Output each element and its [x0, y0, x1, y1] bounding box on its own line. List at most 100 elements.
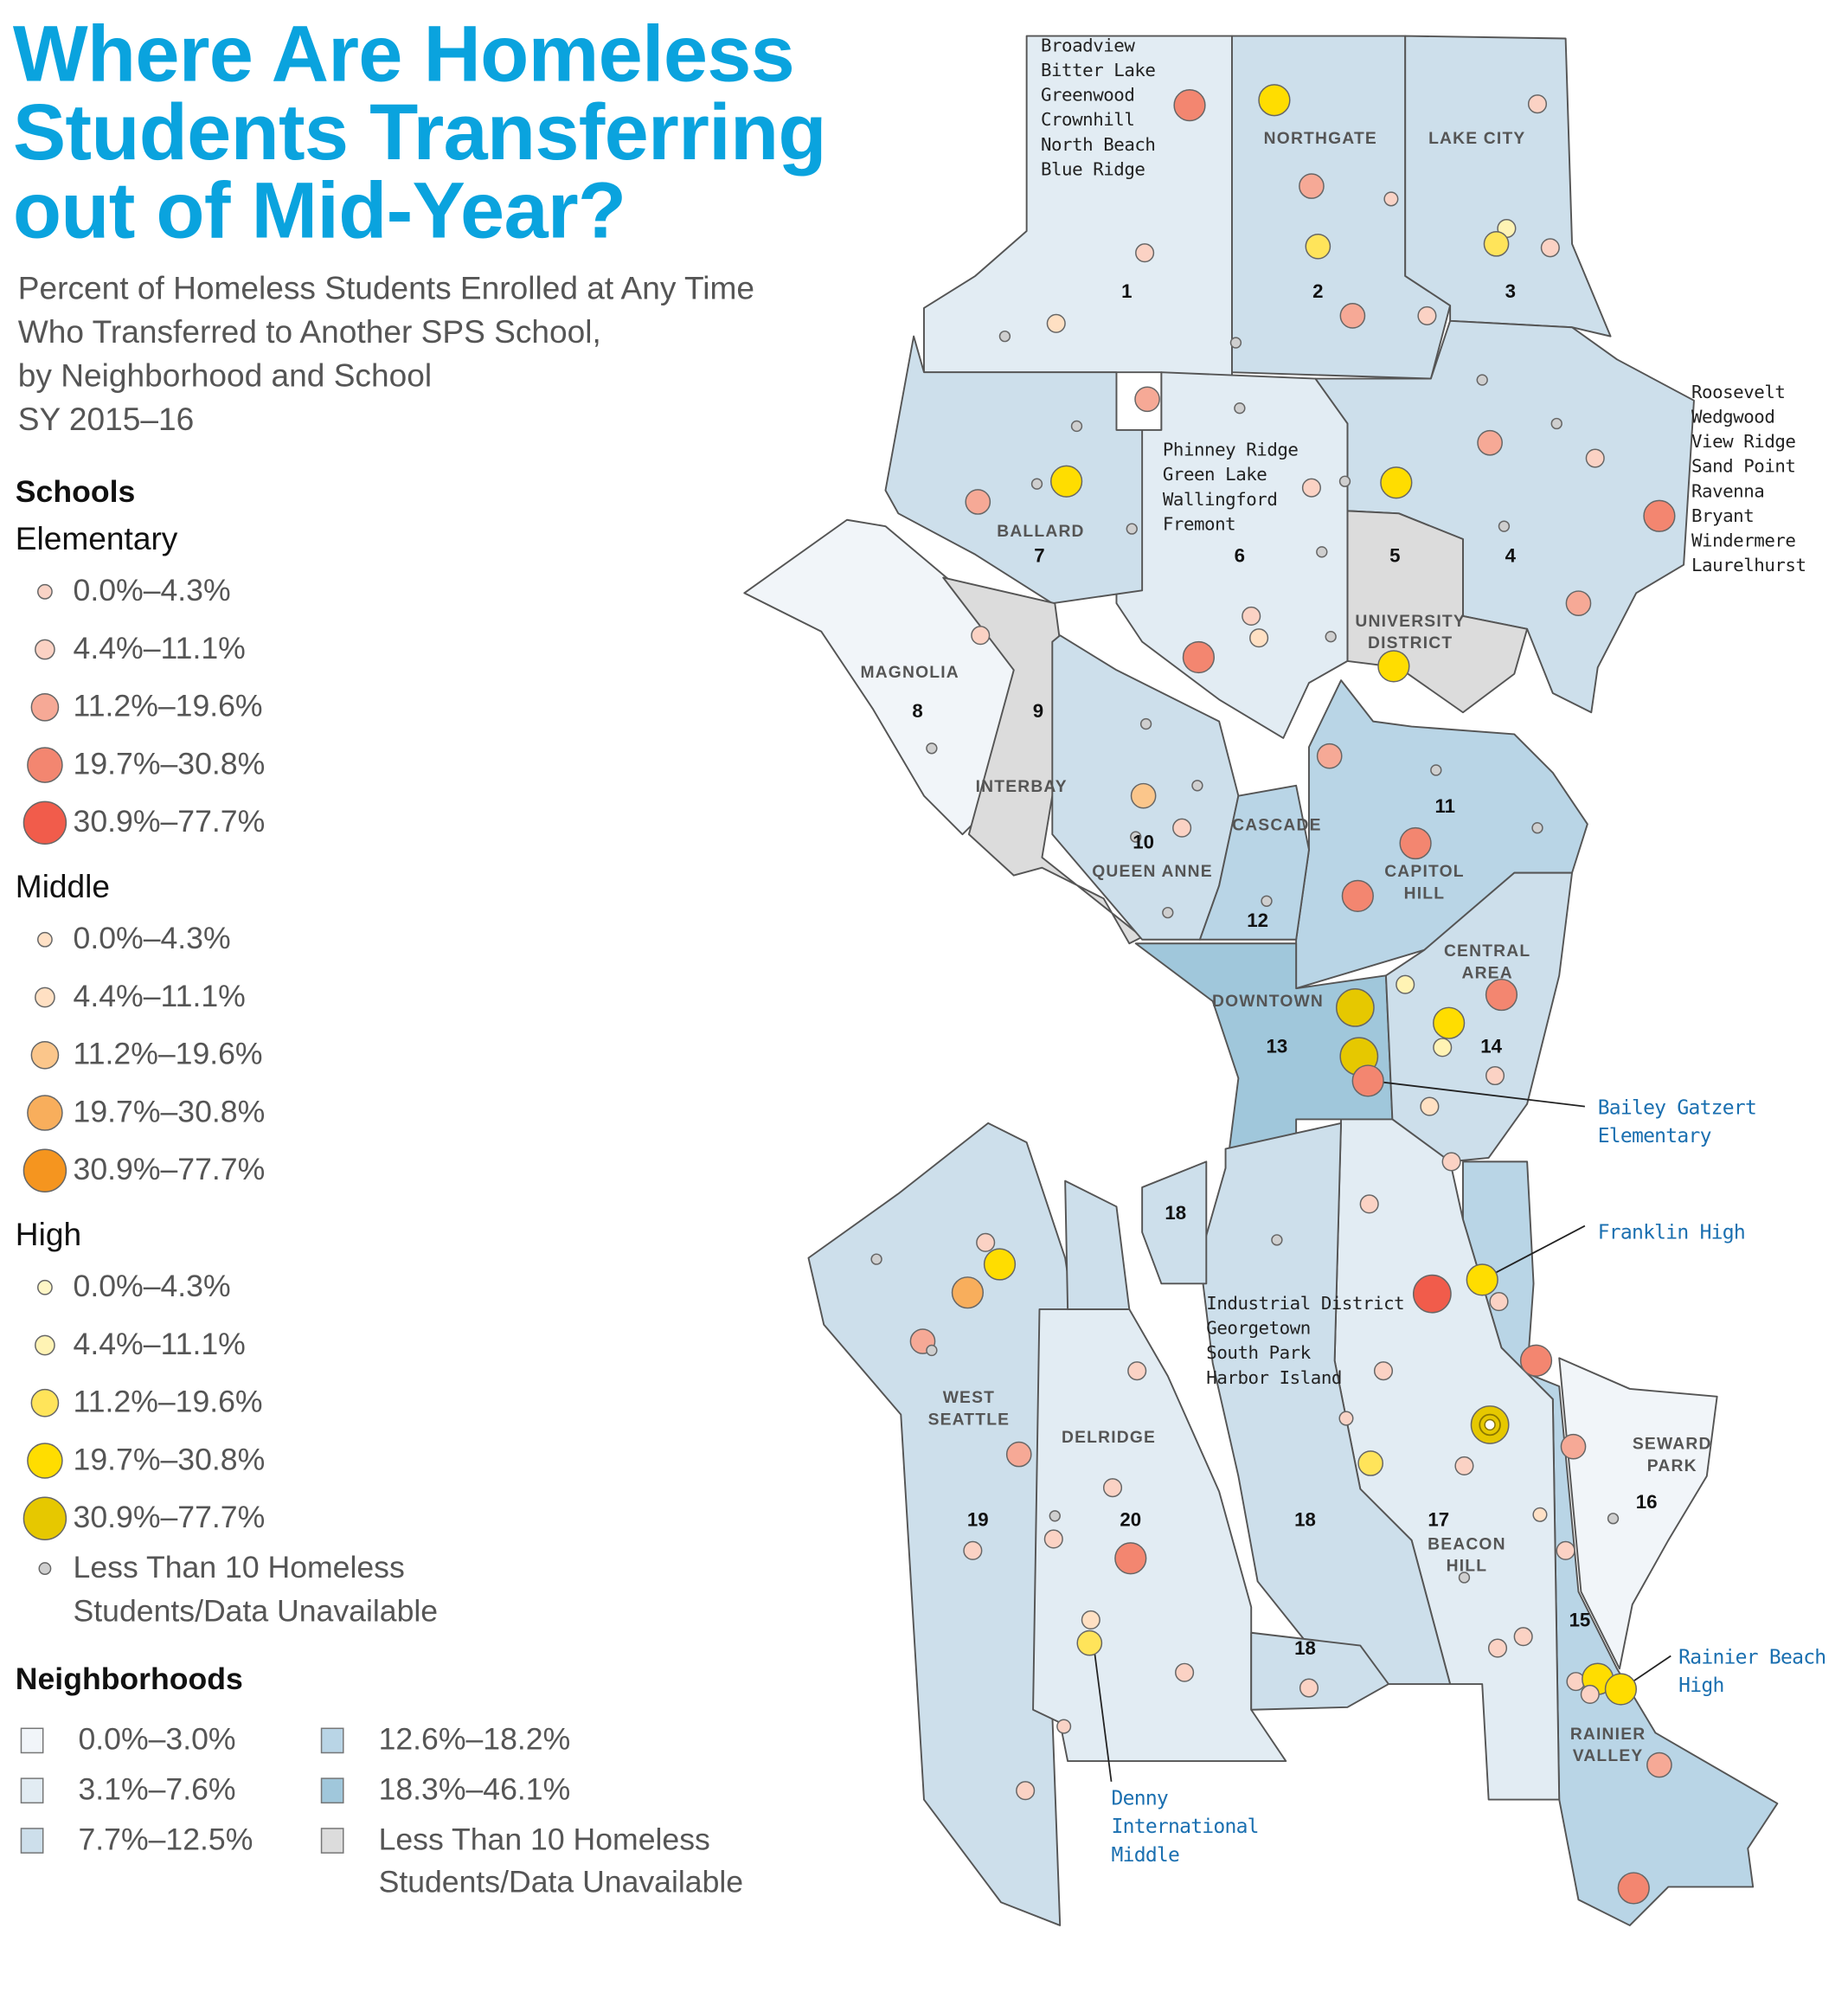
- title-line: Students Transferring: [12, 88, 827, 177]
- neighborhood-number: 14: [1480, 1035, 1502, 1057]
- legend-symbol: [16, 1040, 74, 1069]
- area-list-item: Wallingford: [1163, 489, 1278, 510]
- school-marker-elementary: [1134, 386, 1160, 413]
- school-marker-elementary: [1299, 173, 1325, 199]
- legend-label-line: Less Than 10 Homeless: [378, 1822, 710, 1858]
- neighborhood-name: MAGNOLIA: [860, 664, 959, 682]
- neighborhood-number: 11: [1434, 795, 1455, 817]
- school-marker-no-data: [1430, 764, 1442, 776]
- area-list-item: Sand Point: [1691, 456, 1795, 477]
- neighborhood-18: [1141, 1160, 1208, 1285]
- legend-group-middle: Middle: [15, 869, 111, 905]
- legend-group-high: High: [15, 1217, 82, 1253]
- area-list-item: Crownhill: [1041, 109, 1134, 130]
- neighborhood-number: 5: [1389, 545, 1400, 567]
- neighborhood-number: 15: [1569, 1609, 1591, 1630]
- area-list-item: Wedgwood: [1691, 406, 1774, 427]
- legend-label: 11.2%–19.6%: [73, 1036, 263, 1071]
- circle-icon: [34, 1334, 55, 1355]
- school-marker-high: [1483, 230, 1510, 257]
- school-marker-no-data: [1139, 717, 1152, 730]
- circle-icon: [36, 931, 53, 947]
- school-marker-no-data: [1229, 337, 1242, 349]
- school-marker-high: [1335, 987, 1375, 1027]
- school-marker-elementary: [1341, 879, 1374, 912]
- neighborhood-14: [1384, 871, 1574, 1163]
- legend-row: 11.2%–19.6%: [16, 678, 752, 736]
- school-marker-elementary: [1565, 590, 1592, 616]
- neighborhood-19: [807, 1122, 1075, 1926]
- area-list-item: Roosevelt: [1691, 382, 1785, 402]
- swatch-icon: [20, 1727, 44, 1754]
- school-marker-middle: [1420, 1096, 1440, 1116]
- school-marker-middle: [951, 1276, 985, 1309]
- area-list-item: Windermere: [1691, 530, 1795, 551]
- area-list-item: Green Lake: [1163, 464, 1267, 485]
- neighborhood-name: DISTRICT: [1368, 634, 1453, 652]
- area-list-item: North Beach: [1041, 134, 1156, 155]
- swatch-icon: [320, 1727, 344, 1754]
- legend-label: 0.0%–4.3%: [73, 921, 231, 956]
- legend-label: 19.7%–30.8%: [73, 746, 266, 781]
- circle-icon: [22, 800, 67, 845]
- circle-icon: [34, 986, 55, 1007]
- area-list-item: South Park: [1206, 1342, 1311, 1363]
- neighborhood-number: 13: [1267, 1035, 1288, 1057]
- legend-symbol: [16, 1495, 74, 1540]
- circle-icon: [29, 692, 59, 721]
- school-marker-elementary: [1646, 1752, 1672, 1778]
- neighborhood-name: CENTRAL: [1444, 942, 1530, 961]
- neighborhood-name: SEATTLE: [928, 1411, 1011, 1429]
- neighborhood-number: 12: [1247, 910, 1268, 931]
- school-marker-elementary: [1043, 1529, 1063, 1549]
- callout-label: International: [1112, 1816, 1259, 1838]
- neighborhood-name: QUEEN ANNE: [1092, 863, 1213, 881]
- school-marker-high: [1466, 1263, 1498, 1296]
- neighborhood-legend-label: 3.1%–7.6%: [78, 1761, 235, 1811]
- school-marker-elementary: [1373, 1361, 1394, 1381]
- school-marker-elementary: [1175, 1662, 1195, 1682]
- school-marker-no-data: [1325, 631, 1337, 643]
- area-list-item: View Ridge: [1691, 431, 1795, 452]
- legend-row: 19.7%–30.8%: [16, 736, 752, 794]
- circle-icon: [22, 1147, 67, 1192]
- school-marker-no-data: [1531, 822, 1543, 834]
- legend-label-line: 12.6%–18.2%: [378, 1722, 571, 1758]
- school-marker-elementary: [1182, 640, 1216, 674]
- school-marker-elementary: [1135, 243, 1155, 263]
- title-line: out of Mid-Year?: [12, 166, 626, 256]
- callout-label: Bailey Gatzert: [1598, 1097, 1756, 1120]
- neighborhood-legend-label: 7.7%–12.5%: [78, 1811, 253, 1861]
- neighborhood-legend-row: 12.6%–18.2%: [316, 1711, 752, 1761]
- school-marker-no-data: [1261, 895, 1273, 907]
- area-list-item: Bryant: [1691, 505, 1754, 526]
- school-marker-elementary: [1242, 606, 1261, 627]
- legend-symbol: [16, 692, 74, 721]
- swatch-icon: [20, 1777, 44, 1804]
- school-marker-elementary: [1412, 1274, 1452, 1314]
- school-marker-high: [1433, 1006, 1466, 1039]
- area-list-item: Fremont: [1163, 513, 1235, 534]
- legend-label: 0.0%–4.3%: [73, 573, 231, 608]
- neighborhood-name: HILL: [1404, 884, 1446, 903]
- school-marker-middle: [1046, 313, 1066, 333]
- legend: Schools Elementary 0.0%–4.3% 4.4%–11.1% 11.…: [16, 470, 752, 1904]
- legend-symbol: [16, 931, 74, 947]
- neighborhood-legend-row: 7.7%–12.5%: [16, 1811, 316, 1904]
- callout-label: High: [1678, 1674, 1723, 1697]
- school-marker-elementary: [1617, 1872, 1650, 1905]
- school-marker-elementary: [1489, 1292, 1509, 1312]
- legend-row: 0.0%–4.3%: [16, 1258, 752, 1316]
- school-marker-no-data: [1498, 520, 1511, 532]
- circle-icon: [34, 638, 55, 659]
- neighborhood-name: SEWARD: [1633, 1436, 1712, 1454]
- school-marker-high: [1357, 1450, 1383, 1476]
- legend-label-line: Less Than 10 Homeless: [73, 1550, 405, 1585]
- legend-label: 4.4%–11.1%: [73, 979, 246, 1014]
- area-list-item: Industrial District: [1206, 1293, 1404, 1314]
- legend-row: 4.4%–11.1%: [16, 967, 752, 1025]
- legend-symbol: [16, 638, 74, 659]
- legend-label: Less Than 10 Homeless Students/Data Unava…: [74, 1546, 439, 1634]
